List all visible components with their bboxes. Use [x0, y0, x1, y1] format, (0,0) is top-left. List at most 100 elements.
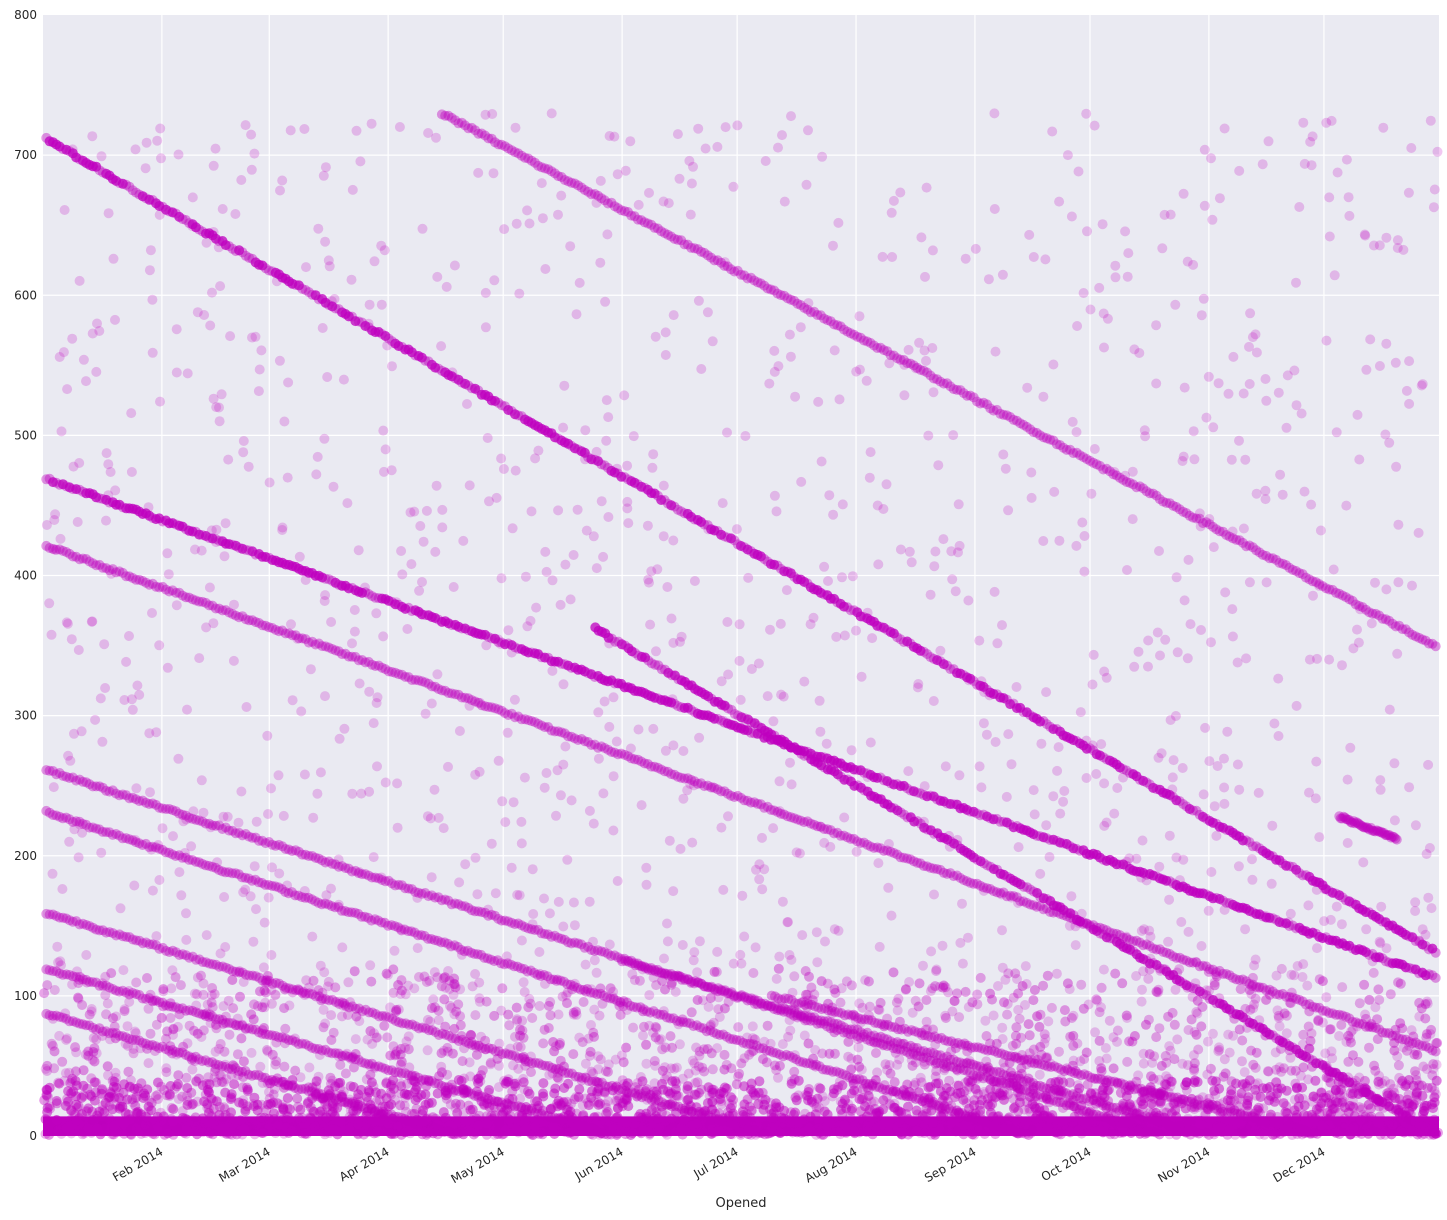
data-point [686, 1007, 697, 1018]
data-point [1011, 1022, 1022, 1033]
data-point [692, 1077, 703, 1088]
data-point [1016, 1032, 1027, 1043]
data-point [903, 1101, 913, 1112]
data-point [1096, 982, 1107, 993]
data-point [946, 1117, 957, 1128]
data-point [1368, 967, 1379, 978]
data-point [629, 975, 640, 986]
data-point [864, 1117, 875, 1128]
data-point [852, 1034, 863, 1045]
data-point [173, 1070, 184, 1081]
data-point [474, 1110, 485, 1121]
data-point [1094, 1007, 1105, 1018]
data-point [280, 1023, 291, 1034]
data-point [738, 1110, 749, 1120]
data-point [769, 1060, 780, 1071]
data-point [1399, 1127, 1410, 1138]
data-point [1059, 1005, 1070, 1016]
data-point [1076, 979, 1087, 990]
data-point [1209, 1085, 1220, 1096]
data-point [246, 1009, 257, 1020]
data-point [1044, 1113, 1055, 1124]
data-point [644, 990, 655, 1001]
data-point [871, 1048, 881, 1058]
data-point [204, 1128, 215, 1139]
data-point [1430, 947, 1441, 958]
data-point [1205, 1063, 1216, 1074]
data-point [1280, 1107, 1291, 1118]
data-point [733, 1022, 744, 1033]
data-point [271, 1056, 282, 1067]
data-point [931, 964, 942, 975]
data-point [588, 1068, 598, 1079]
data-point [143, 1101, 154, 1112]
data-point [396, 985, 407, 996]
data-point [158, 986, 169, 997]
data-point [1311, 1104, 1322, 1115]
data-point [835, 997, 846, 1008]
data-point [1271, 1064, 1282, 1075]
data-point [1064, 1126, 1075, 1137]
data-point [863, 1010, 874, 1021]
data-point [47, 1040, 58, 1051]
data-point [584, 1050, 595, 1061]
data-point [635, 1109, 646, 1119]
data-point [41, 1090, 52, 1100]
data-point [911, 1105, 922, 1116]
data-point [388, 964, 399, 975]
data-point [1345, 1129, 1356, 1140]
data-point [792, 1127, 803, 1138]
data-point [1014, 1097, 1025, 1108]
data-point [526, 1067, 536, 1078]
data-point [1030, 1113, 1041, 1124]
data-point [615, 1009, 626, 1020]
data-point [1029, 1053, 1040, 1064]
data-point [1431, 1075, 1442, 1086]
data-point [1292, 1082, 1302, 1093]
data-point [776, 1112, 787, 1123]
data-point [1393, 1060, 1404, 1071]
data-point [1261, 994, 1272, 1005]
data-point [340, 1068, 351, 1079]
data-point [921, 1016, 932, 1027]
data-point [57, 1056, 68, 1067]
data-point [1237, 1035, 1248, 1046]
data-point [637, 1125, 648, 1136]
data-point [78, 1065, 89, 1076]
data-point [555, 1055, 566, 1066]
data-point [364, 1087, 375, 1098]
data-point [161, 1063, 172, 1074]
data-point [846, 980, 857, 991]
data-point [578, 997, 589, 1007]
data-point [60, 1100, 71, 1111]
data-point [660, 984, 670, 995]
data-point [1274, 1121, 1284, 1132]
data-point [120, 1118, 131, 1128]
data-point [1154, 1129, 1165, 1140]
data-point [382, 1032, 393, 1043]
data-point [353, 1119, 364, 1130]
data-point [1110, 968, 1121, 979]
data-point [214, 1110, 225, 1120]
data-point [389, 1083, 399, 1094]
data-point [1060, 1016, 1071, 1027]
data-point [49, 1063, 60, 1074]
data-point [51, 1096, 62, 1106]
data-point [168, 1116, 179, 1127]
data-point [210, 1063, 221, 1074]
data-point [1143, 1014, 1154, 1025]
data-point [436, 1067, 447, 1078]
data-point [198, 978, 209, 989]
data-point [1026, 1124, 1037, 1135]
data-point [131, 1107, 142, 1118]
data-point [888, 967, 899, 978]
data-point [990, 1129, 1001, 1140]
data-point [824, 1117, 835, 1127]
data-point [1421, 1029, 1432, 1040]
data-point [238, 1056, 249, 1067]
data-point [366, 976, 377, 987]
data-point [512, 1041, 523, 1052]
data-point [1090, 1027, 1100, 1038]
data-point [480, 1044, 491, 1055]
